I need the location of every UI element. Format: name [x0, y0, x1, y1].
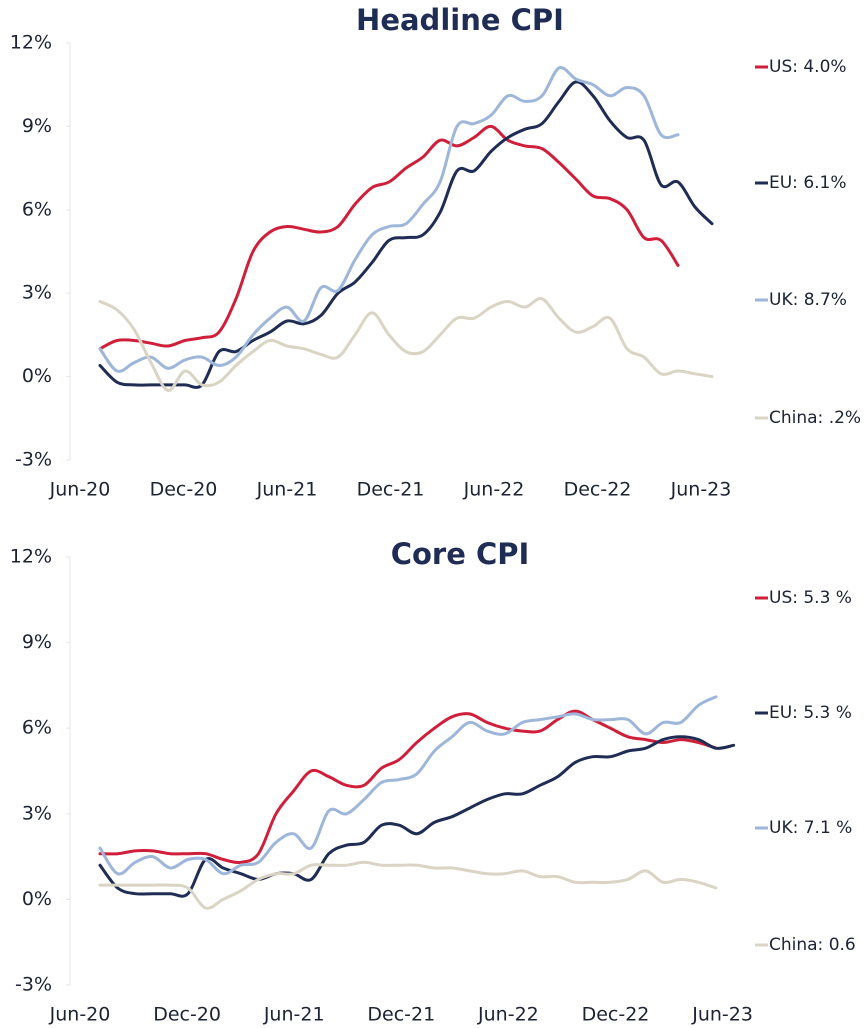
- y-tick-label: 0%: [22, 365, 52, 387]
- y-tick-label: 9%: [22, 631, 52, 653]
- y-tick-label: -3%: [15, 974, 52, 996]
- series-line: [98, 80, 714, 389]
- series-line: [98, 297, 714, 392]
- x-tick-label: Jun-23: [670, 479, 732, 501]
- y-tick-label: 3%: [22, 282, 52, 304]
- series-line: [98, 695, 718, 876]
- legend-label: US: 4.0%: [769, 57, 847, 77]
- x-tick-label: Dec-21: [367, 1004, 435, 1026]
- x-tick-label: Jun-22: [463, 479, 525, 501]
- x-tick-label: Jun-20: [49, 479, 111, 501]
- legend-label: UK: 8.7%: [769, 290, 847, 310]
- legend-label: UK: 7.1 %: [769, 818, 852, 838]
- x-tick-label: Jun-21: [256, 479, 318, 501]
- series-line: [98, 860, 718, 910]
- chart-title: Headline CPI: [356, 3, 564, 37]
- series-line: [98, 66, 680, 373]
- chart-title: Core CPI: [391, 537, 530, 571]
- x-tick-label: Dec-20: [150, 479, 218, 501]
- y-tick-label: 0%: [22, 888, 52, 910]
- legend-label: China: 0.6: [769, 935, 856, 955]
- x-tick-label: Dec-22: [564, 479, 632, 501]
- series-line: [98, 124, 680, 351]
- x-tick-label: Dec-21: [357, 479, 425, 501]
- y-tick-label: 6%: [22, 198, 52, 220]
- y-tick-label: 3%: [22, 802, 52, 824]
- legend-label: US: 5.3 %: [769, 588, 852, 608]
- x-tick-label: Jun-21: [263, 1004, 325, 1026]
- x-tick-label: Jun-23: [691, 1004, 753, 1026]
- legend-label: EU: 6.1%: [769, 173, 847, 193]
- y-tick-label: -3%: [15, 449, 52, 471]
- legend-label: EU: 5.3 %: [769, 703, 852, 723]
- y-tick-label: 9%: [22, 115, 52, 137]
- series-line: [98, 709, 718, 865]
- legend-label: China: .2%: [769, 408, 861, 428]
- y-tick-label: 12%: [10, 32, 52, 54]
- y-tick-label: 6%: [22, 717, 52, 739]
- x-tick-label: Dec-22: [582, 1004, 650, 1026]
- x-tick-label: Jun-20: [49, 1004, 111, 1026]
- y-tick-label: 12%: [10, 546, 52, 568]
- x-tick-label: Jun-22: [477, 1004, 539, 1026]
- x-tick-label: Dec-20: [153, 1004, 221, 1026]
